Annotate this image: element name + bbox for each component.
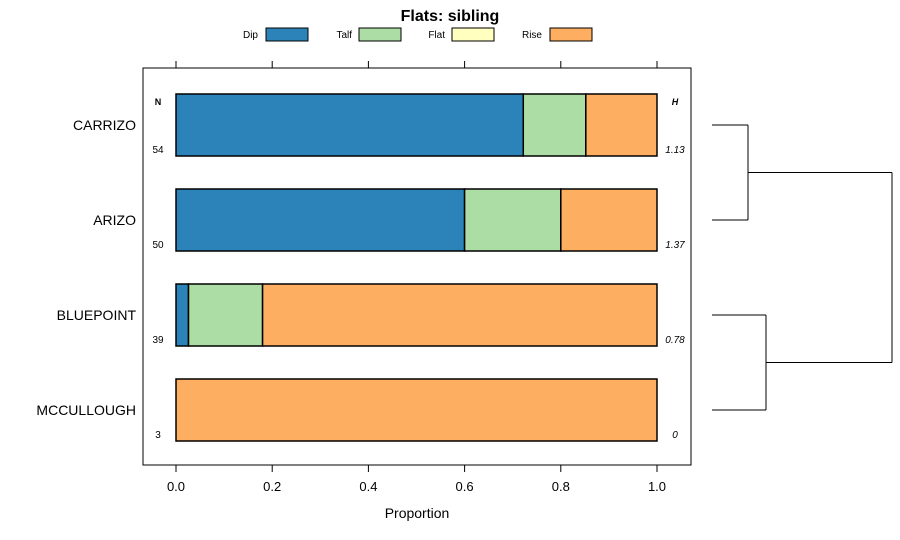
- bar-segment-bluepoint-rise: [261, 283, 658, 347]
- x-axis-label: Proportion: [385, 505, 450, 521]
- row-label-mccullough: MCCULLOUGH: [36, 402, 136, 418]
- bar-segment-mccullough-rise: [175, 378, 658, 442]
- h-value-arizo: 1.37: [665, 240, 685, 251]
- legend-label-dip: Dip: [243, 30, 258, 41]
- h-value-mccullough: 0: [672, 430, 678, 441]
- legend-swatch-dip: [265, 27, 309, 42]
- x-tick-label: 0.0: [167, 479, 185, 494]
- bar-segment-arizo-dip: [175, 188, 466, 252]
- bar-segment-bluepoint-dip: [175, 283, 190, 347]
- x-tick-label: 0.8: [552, 479, 570, 494]
- bar-segment-carrizo-rise: [585, 93, 658, 157]
- chart-title: Flats: sibling: [401, 8, 500, 25]
- bar-segment-carrizo-talf: [522, 93, 587, 157]
- legend-swatch-talf: [358, 27, 402, 42]
- dendrogram: [712, 124, 893, 411]
- bar-segment-arizo-rise: [560, 188, 658, 252]
- x-tick-label: 0.2: [263, 479, 281, 494]
- legend-label-rise: Rise: [522, 30, 542, 41]
- plot-panel: [142, 67, 692, 466]
- n-value-bluepoint: 39: [152, 335, 164, 346]
- row-label-carrizo: CARRIZO: [73, 117, 136, 133]
- h-value-carrizo: 1.13: [665, 145, 685, 156]
- row-label-bluepoint: BLUEPOINT: [57, 307, 137, 323]
- legend-label-flat: Flat: [428, 30, 445, 41]
- bar-segment-arizo-talf: [463, 188, 562, 252]
- n-value-mccullough: 3: [155, 430, 161, 441]
- row-labels: CARRIZO 54 1.13 ARIZO 50 1.37 BLUEPOINT 39 0.78 M…: [36, 117, 685, 441]
- legend-label-talf: Talf: [336, 30, 352, 41]
- x-tick-label: 0.4: [359, 479, 377, 494]
- n-value-arizo: 50: [152, 240, 164, 251]
- n-value-carrizo: 54: [152, 145, 164, 156]
- row-label-arizo: ARIZO: [93, 212, 136, 228]
- bar-segment-carrizo-dip: [175, 93, 525, 157]
- x-axis: 0.0 0.2 0.4 0.6 0.8 1.0: [167, 61, 666, 494]
- legend: Dip Talf Flat Rise: [243, 27, 593, 42]
- legend-swatch-rise: [549, 27, 593, 42]
- h-value-bluepoint: 0.78: [665, 335, 685, 346]
- bar-segment-bluepoint-talf: [187, 283, 264, 347]
- n-header: N: [155, 97, 162, 107]
- bars: [175, 93, 658, 442]
- h-header: H: [672, 97, 679, 107]
- x-tick-label: 1.0: [648, 479, 666, 494]
- x-tick-label: 0.6: [456, 479, 474, 494]
- legend-swatch-flat: [451, 27, 495, 42]
